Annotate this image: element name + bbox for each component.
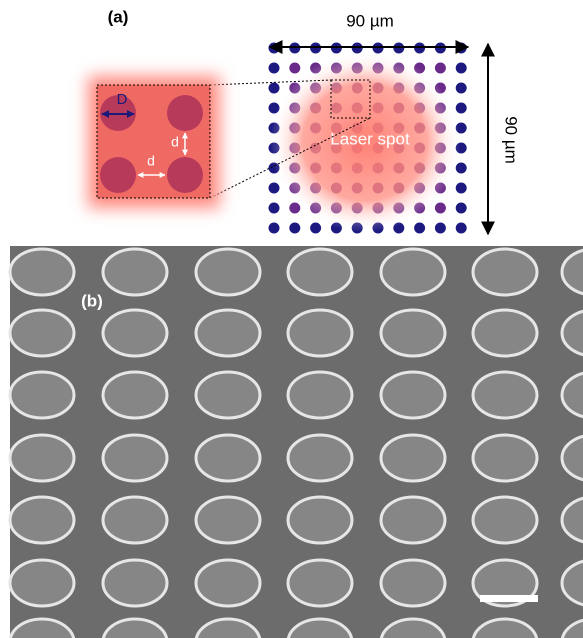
sem-pillar — [560, 496, 583, 544]
sem-pillar — [471, 247, 539, 297]
sem-pillar — [101, 370, 169, 420]
sem-pillar — [8, 495, 76, 545]
sem-pillar — [379, 308, 447, 358]
sem-pillar — [194, 308, 262, 358]
sem-pillar — [379, 370, 447, 420]
pillar — [100, 157, 136, 193]
sem-pillar — [379, 617, 447, 638]
sem-pillar — [560, 309, 583, 357]
sem-pillar — [194, 617, 262, 638]
sem-pillar — [286, 495, 354, 545]
sem-pillar — [286, 617, 354, 638]
sem-pillar — [379, 495, 447, 545]
spot-label: Laser spot — [330, 129, 410, 148]
sem-pillar — [471, 433, 539, 483]
sem-pillar — [101, 308, 169, 358]
sem-pillar — [286, 370, 354, 420]
sem-pillar — [286, 308, 354, 358]
sem-pillar — [101, 495, 169, 545]
sem-pillar — [194, 495, 262, 545]
sem-pillar — [101, 247, 169, 297]
zoom-line — [209, 79, 332, 86]
gap-label: d — [147, 153, 155, 169]
sem-pillar — [8, 247, 76, 297]
pillar — [167, 95, 203, 131]
sem-pillar — [194, 433, 262, 483]
sem-pillar — [560, 559, 583, 607]
width-label: 90 µm — [346, 11, 394, 30]
sem-pillar — [379, 247, 447, 297]
sem-pillar — [379, 433, 447, 483]
sem-pillar — [286, 558, 354, 608]
sem-pillar — [379, 558, 447, 608]
sem-pillar — [286, 433, 354, 483]
sem-pillar — [8, 370, 76, 420]
sem-pillar — [8, 308, 76, 358]
gap-label: d — [171, 134, 179, 150]
sem-pillar — [560, 618, 583, 638]
sem-pillar — [286, 247, 354, 297]
sem-pillar — [471, 308, 539, 358]
pillar-array — [8, 247, 583, 638]
sem-pillar — [560, 248, 583, 296]
sem-pillar — [471, 617, 539, 638]
sem-pillar — [194, 558, 262, 608]
sem-pillar — [194, 247, 262, 297]
sem-pillar — [471, 495, 539, 545]
zoom-line — [209, 117, 371, 199]
laser-spot — [270, 52, 460, 232]
scale-bar — [480, 595, 538, 602]
pillar — [167, 157, 203, 193]
sem-pillar — [560, 371, 583, 419]
sem-pillar — [471, 558, 539, 608]
zoom-box — [330, 79, 371, 119]
sem-pillar — [471, 370, 539, 420]
panel-label: (a) — [108, 7, 129, 26]
sem-pillar — [194, 370, 262, 420]
sem-pillar — [101, 433, 169, 483]
sem-pillar — [8, 433, 76, 483]
sem-pillar — [8, 558, 76, 608]
diameter-label: D — [117, 91, 128, 108]
panel-label: (b) — [81, 291, 103, 310]
height-label: 90 µm — [502, 116, 521, 164]
sem-pillar — [101, 558, 169, 608]
sem-pillar — [560, 434, 583, 482]
sem-pillar — [8, 617, 76, 638]
sem-pillar — [101, 617, 169, 638]
